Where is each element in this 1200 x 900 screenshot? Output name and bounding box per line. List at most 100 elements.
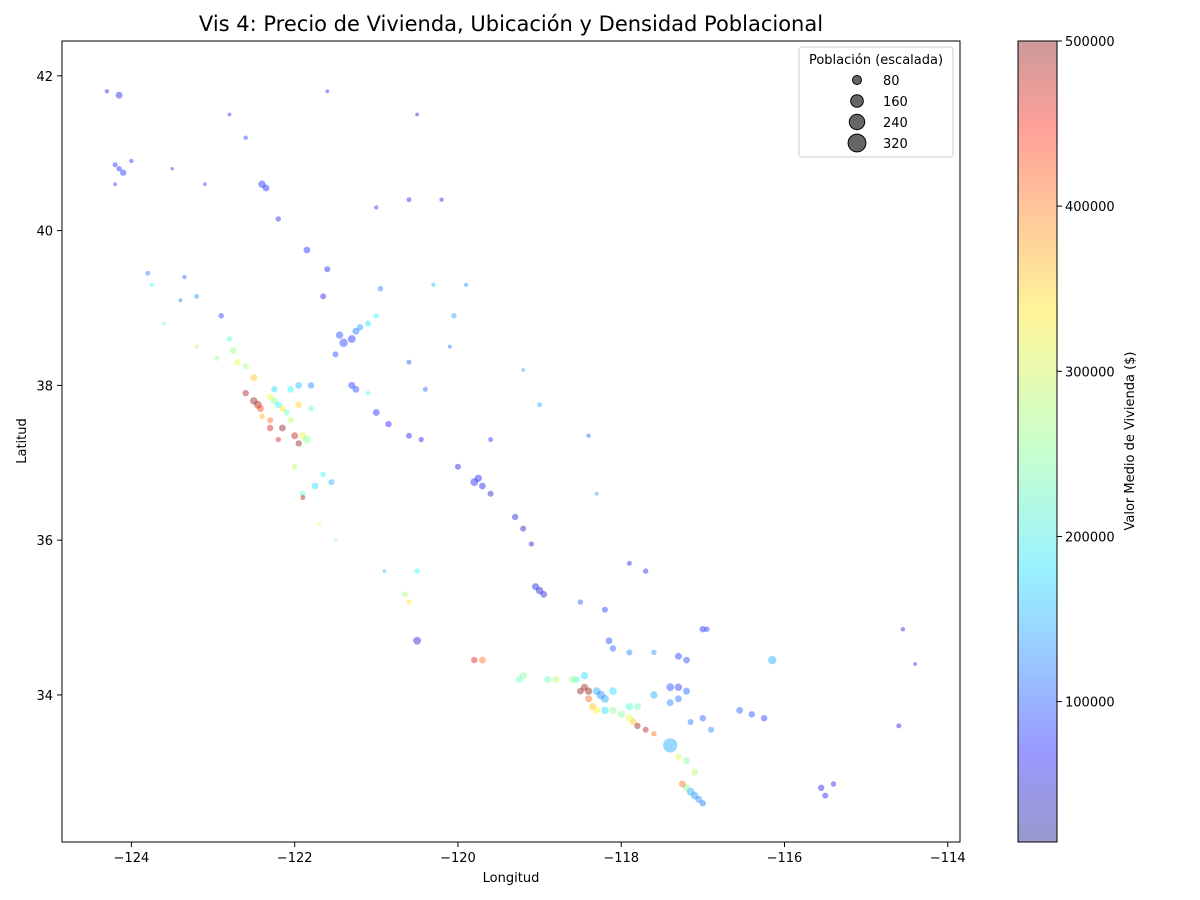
data-point	[822, 792, 829, 799]
data-point	[203, 182, 207, 187]
data-point	[601, 706, 609, 715]
data-point	[259, 413, 265, 419]
colorbar-tick-label: 500000	[1065, 35, 1115, 50]
data-point	[594, 491, 599, 496]
data-point	[626, 560, 632, 566]
data-point	[182, 274, 187, 280]
data-point	[626, 649, 633, 656]
data-point	[537, 402, 543, 408]
data-point	[347, 335, 356, 343]
data-point	[377, 286, 384, 292]
legend-title: Población (escalada)	[809, 53, 943, 68]
data-point	[511, 513, 519, 521]
colorbar-tick-label: 100000	[1065, 696, 1115, 711]
y-axis: 34 36 38 40 42	[36, 70, 62, 704]
data-point	[687, 719, 694, 725]
legend-marker	[848, 113, 866, 131]
data-point	[634, 722, 641, 730]
data-point	[674, 683, 683, 691]
data-point	[299, 490, 306, 497]
data-point	[588, 702, 597, 711]
data-point	[625, 702, 634, 711]
data-point	[651, 649, 657, 656]
data-point	[348, 381, 356, 389]
data-point	[593, 706, 601, 714]
data-point	[274, 401, 282, 409]
data-point	[385, 420, 392, 428]
data-point	[275, 436, 281, 443]
data-point	[352, 385, 360, 393]
data-point	[643, 568, 649, 574]
data-point	[666, 699, 674, 707]
data-point	[382, 569, 387, 573]
y-tick-label: 34	[36, 689, 53, 704]
data-point	[488, 437, 494, 443]
data-point	[267, 424, 274, 432]
data-point	[568, 676, 576, 683]
data-point	[691, 791, 699, 800]
data-point	[287, 385, 294, 393]
data-point	[768, 655, 777, 665]
data-point	[896, 723, 902, 729]
data-point	[401, 591, 408, 598]
data-point	[267, 417, 274, 424]
data-point	[271, 386, 278, 393]
data-point	[307, 382, 315, 389]
data-point	[708, 726, 714, 733]
data-point	[580, 671, 589, 680]
legend-marker	[847, 133, 867, 153]
data-point	[320, 471, 326, 478]
x-axis: −124 −122 −120 −118 −116 −114	[114, 842, 966, 866]
data-point	[332, 351, 339, 358]
data-point	[292, 464, 298, 470]
data-point	[552, 676, 560, 683]
x-axis-label: Longitud	[483, 871, 540, 886]
data-point	[374, 205, 379, 210]
data-point	[324, 266, 331, 273]
data-point	[577, 687, 584, 695]
data-point	[170, 167, 174, 171]
data-point	[258, 180, 266, 188]
data-point	[256, 405, 264, 413]
colorbar-tick-label: 400000	[1065, 200, 1115, 215]
data-point	[422, 386, 428, 392]
data-point	[291, 432, 299, 440]
data-point	[295, 401, 303, 409]
data-point	[625, 714, 634, 722]
data-point	[663, 738, 678, 753]
data-point	[686, 787, 695, 796]
data-point	[532, 583, 539, 591]
data-point	[581, 683, 588, 691]
data-point	[600, 694, 609, 703]
data-point	[682, 784, 691, 792]
data-point	[112, 162, 118, 168]
data-point	[704, 626, 710, 632]
data-point	[250, 397, 258, 405]
y-tick-label: 40	[36, 225, 53, 240]
data-point	[339, 338, 348, 347]
data-point	[830, 781, 837, 787]
y-axis-label: Latitud	[15, 418, 30, 464]
data-point	[299, 432, 307, 440]
data-point	[227, 112, 232, 117]
data-point	[230, 347, 237, 354]
y-tick-label: 42	[36, 70, 53, 85]
data-point	[356, 324, 364, 331]
size-legend: Población (escalada) 80 160 240 320	[798, 46, 954, 158]
data-point	[418, 436, 424, 443]
data-point	[736, 707, 743, 714]
data-point	[596, 690, 605, 700]
data-point	[372, 409, 380, 416]
data-point	[113, 182, 117, 187]
data-point	[679, 780, 686, 788]
data-point	[520, 525, 527, 532]
data-point	[283, 409, 290, 416]
data-point	[699, 626, 706, 633]
data-point	[601, 606, 608, 613]
chart-title: Vis 4: Precio de Vivienda, Ubicación y D…	[199, 12, 823, 36]
data-point	[634, 703, 641, 711]
data-point	[630, 718, 637, 726]
data-point	[406, 197, 412, 203]
data-point	[303, 435, 311, 444]
data-point	[242, 363, 249, 369]
